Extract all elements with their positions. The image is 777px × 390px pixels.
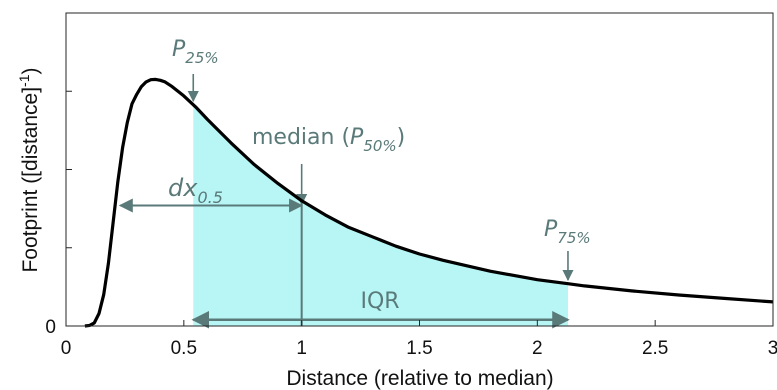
dx-label: dx0.5 xyxy=(168,174,223,207)
x-tick-label: 0.5 xyxy=(171,338,197,359)
iqr-label: IQR xyxy=(360,289,399,314)
x-tick-label: 3 xyxy=(768,338,777,359)
x-tick-label: 1.5 xyxy=(406,338,432,359)
iqr-shaded-area xyxy=(193,104,569,326)
x-axis-title: Distance (relative to median) xyxy=(286,367,553,390)
y-axis-title: Footprint ([distance]-1) xyxy=(16,67,42,272)
y-tick-label: 0 xyxy=(45,317,56,338)
median-label: median (P50%) xyxy=(252,125,405,155)
x-tick-label: 2.5 xyxy=(642,338,668,359)
x-tick-label: 2 xyxy=(532,338,543,359)
x-tick-label: 0 xyxy=(61,338,72,359)
p25-label: P25% xyxy=(172,37,219,67)
x-tick-label: 1 xyxy=(296,338,307,359)
footprint-curve xyxy=(84,77,774,328)
p75-label: P75% xyxy=(544,217,591,247)
